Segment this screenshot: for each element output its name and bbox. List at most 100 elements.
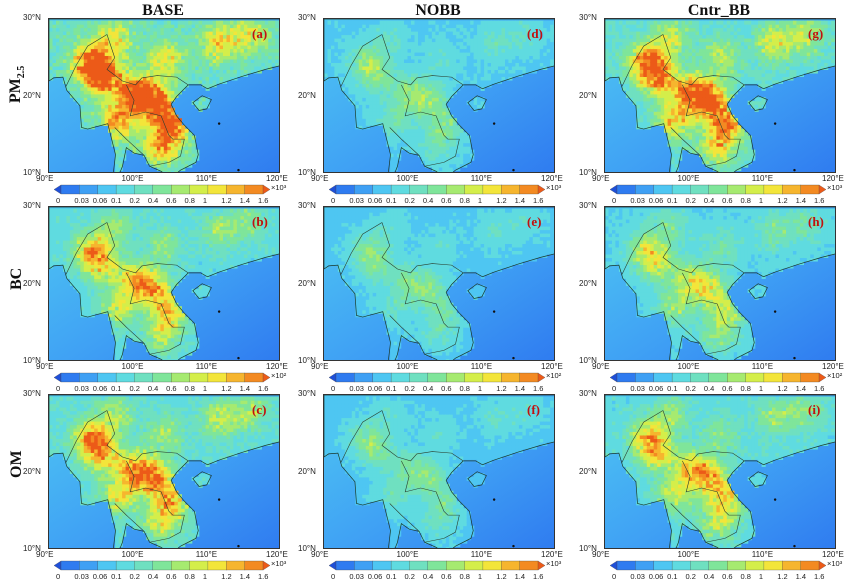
panel-label: (f) xyxy=(527,402,540,417)
x-tick-label: 90°E xyxy=(592,362,610,371)
colorbar-segment xyxy=(653,372,673,383)
x-tick-label: 120°E xyxy=(266,550,288,559)
x-tick-label: 120°E xyxy=(266,362,288,371)
colorbar-segment xyxy=(763,184,783,195)
border-1 xyxy=(126,460,185,543)
colorbar-segment xyxy=(782,184,802,195)
heatmap-svg xyxy=(324,19,554,172)
colorbar-level-label: 1.2 xyxy=(777,572,788,581)
x-tick-label: 110°E xyxy=(195,550,218,559)
colorbar-level-label: 0.06 xyxy=(648,384,664,393)
colorbar-segment xyxy=(427,184,447,195)
colorbar-segment xyxy=(501,372,521,383)
colorbar-segment xyxy=(800,372,820,383)
colorbar-segment xyxy=(53,372,62,383)
colorbar-segment xyxy=(427,372,447,383)
colorbar-segment xyxy=(635,184,655,195)
y-tick-label: 30°N xyxy=(23,389,41,398)
y-tick-label: 30°N xyxy=(298,389,316,398)
heatmap-svg xyxy=(605,207,835,360)
coastline-1 xyxy=(192,471,212,487)
colorbar-segment xyxy=(60,184,80,195)
colorbar-segment xyxy=(79,184,99,195)
colorbar-segment xyxy=(501,184,521,195)
island-dot-1 xyxy=(237,168,240,172)
y-tick-label: 30°N xyxy=(298,201,316,210)
x-tick-label: 90°E xyxy=(311,174,329,183)
colorbar-level-label: 0 xyxy=(331,572,336,581)
colorbar-level-label: 1.2 xyxy=(496,384,507,393)
x-tick-label: 110°E xyxy=(470,362,493,371)
coastline-1 xyxy=(467,283,487,299)
colorbar-level-label: 0.6 xyxy=(722,572,733,581)
colorbar-segment xyxy=(690,372,710,383)
colorbar-level-label: 0.03 xyxy=(74,196,89,205)
colorbar-segment xyxy=(328,560,337,571)
colorbar-level-label: 0.4 xyxy=(703,196,715,205)
x-tick-label: 120°E xyxy=(541,362,563,371)
colorbar-level-label: 0.8 xyxy=(459,572,470,581)
land-cells xyxy=(324,208,554,360)
colorbar-segment xyxy=(690,560,710,571)
border-2 xyxy=(670,503,701,532)
border-0 xyxy=(662,34,745,86)
colorbar-level-label: 1.6 xyxy=(258,384,269,393)
colorbar-level-label: 0.6 xyxy=(166,572,177,581)
colorbar-segment xyxy=(464,184,484,195)
x-tick-label: 110°E xyxy=(751,362,774,371)
colorbar-level-label: 1.2 xyxy=(777,384,788,393)
border-3 xyxy=(621,222,664,275)
colorbar-segment xyxy=(53,184,62,195)
colorbar-level-label: 1.6 xyxy=(533,572,544,581)
panel-label: (a) xyxy=(252,26,268,41)
x-tick-label: 100°E xyxy=(396,550,419,559)
border-0 xyxy=(662,410,745,462)
colorbar-level-label: 1 xyxy=(477,384,483,393)
land-cells xyxy=(49,20,279,172)
coastline-0 xyxy=(605,19,835,172)
colorbar-segment xyxy=(519,372,539,383)
colorbar-level-label: 0.6 xyxy=(166,196,177,205)
colorbar-level-label: 1.6 xyxy=(814,196,825,205)
x-tick-label: 110°E xyxy=(470,550,493,559)
colorbar xyxy=(609,372,827,383)
y-tick-label: 20°N xyxy=(579,90,597,100)
y-tick-label: 20°N xyxy=(579,278,597,288)
colorbar-segment xyxy=(800,560,820,571)
colorbar-segment xyxy=(226,372,246,383)
colorbar-segment xyxy=(328,184,337,195)
colorbar-level-label: 0.8 xyxy=(184,384,195,393)
colorbar-segment xyxy=(409,184,429,195)
x-tick-label: 120°E xyxy=(822,550,844,559)
colorbar-segment xyxy=(482,372,502,383)
colorbar-level-label: 0.2 xyxy=(685,572,696,581)
colorbar-segment xyxy=(262,184,271,195)
coastline-1 xyxy=(192,283,212,299)
colorbar xyxy=(609,560,827,571)
colorbar-level-label: 0.06 xyxy=(92,572,108,581)
x-tick-label: 100°E xyxy=(121,550,144,559)
colorbar-segment xyxy=(97,372,117,383)
border-1 xyxy=(682,84,741,167)
colorbar-multiplier: ×10³ xyxy=(271,183,287,192)
colorbar-level-label: 0.03 xyxy=(349,196,364,205)
colorbar-level-label: 0.4 xyxy=(147,384,159,393)
colorbar-level-label: 0.1 xyxy=(386,384,397,393)
y-tick-label: 20°N xyxy=(23,278,41,288)
border-2 xyxy=(389,315,420,344)
colorbar-level-label: 0.03 xyxy=(349,572,364,581)
map-panel-g xyxy=(604,18,836,173)
x-tick-label: 100°E xyxy=(396,174,419,183)
colorbar-level-label: 0.06 xyxy=(92,384,108,393)
border-1 xyxy=(682,460,741,543)
x-tick-label: 120°E xyxy=(822,174,844,183)
y-tick-label: 20°N xyxy=(298,466,316,476)
land-cells xyxy=(49,208,279,360)
border-0 xyxy=(381,410,464,462)
colorbar-level-label: 0.2 xyxy=(129,384,140,393)
colorbar-segment xyxy=(244,372,264,383)
colorbar-segment xyxy=(372,372,392,383)
colorbar xyxy=(609,184,827,195)
panel-label: (h) xyxy=(808,214,824,229)
colorbar-segment xyxy=(727,184,746,195)
